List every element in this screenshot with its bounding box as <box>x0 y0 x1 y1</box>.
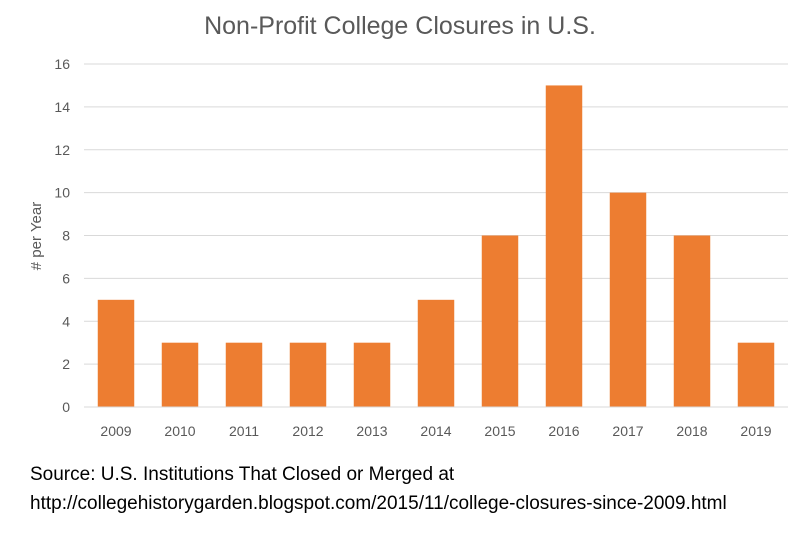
bar-2013 <box>353 342 391 407</box>
bar-2017 <box>609 192 647 407</box>
x-tick-label: 2011 <box>229 423 259 439</box>
x-tick-label: 2015 <box>484 423 515 439</box>
y-tick-label: 8 <box>62 228 70 244</box>
y-tick-label: 4 <box>62 313 70 329</box>
y-axis-label: # per Year <box>28 202 45 270</box>
y-tick-label: 2 <box>62 356 70 372</box>
y-tick-labels: 0 2 4 6 8 10 12 14 16 <box>54 56 70 415</box>
bar-2012 <box>289 342 327 407</box>
x-tick-label: 2012 <box>292 423 323 439</box>
bar-2011 <box>225 342 263 407</box>
x-tick-label: 2013 <box>356 423 387 439</box>
x-tick-label: 2016 <box>548 423 579 439</box>
y-tick-label: 16 <box>54 56 70 72</box>
bar-2010 <box>161 342 199 407</box>
bar-2018 <box>673 235 711 407</box>
y-tick-label: 0 <box>62 399 70 415</box>
y-tick-label: 12 <box>54 142 70 158</box>
x-tick-label: 2017 <box>612 423 643 439</box>
source-note: Source: U.S. Institutions That Closed or… <box>30 460 727 518</box>
y-tick-label: 14 <box>54 99 70 115</box>
y-tick-label: 6 <box>62 270 70 286</box>
y-tick-label: 10 <box>54 185 70 201</box>
x-tick-label: 2010 <box>164 423 195 439</box>
bar-2015 <box>481 235 519 407</box>
chart-title: Non-Profit College Closures in U.S. <box>204 12 596 40</box>
source-url: http://collegehistorygarden.blogspot.com… <box>30 493 727 514</box>
gridlines <box>84 63 788 365</box>
x-tick-label: 2009 <box>100 423 131 439</box>
x-tick-label: 2018 <box>676 423 707 439</box>
source-line-1: Source: U.S. Institutions That Closed or… <box>30 464 455 485</box>
bars <box>97 85 775 407</box>
x-tick-label: 2019 <box>740 423 771 439</box>
x-tick-label: 2014 <box>420 423 451 439</box>
x-tick-labels: 2009 2010 2011 2012 2013 2014 2015 2016 2017 2018… <box>100 423 771 439</box>
bar-2014 <box>417 299 455 407</box>
bar-2009 <box>97 299 135 407</box>
bar-2016 <box>545 85 583 407</box>
bar-2019 <box>737 342 775 407</box>
bar-chart: Non-Profit College Closures in U.S. # pe… <box>28 12 788 439</box>
